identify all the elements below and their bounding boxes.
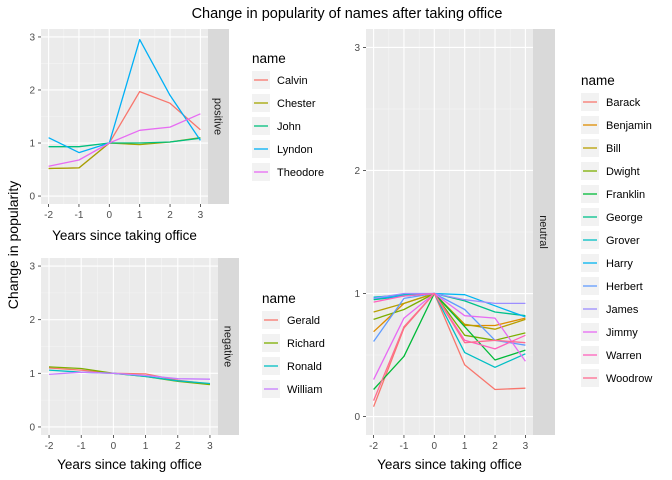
x-tick-label: -1 [400,441,409,452]
legend: name Gerald Richard Ronald William [262,291,325,398]
facet-panel-negative: negative -2 -1 0 1 2 3 0 1 2 3 Years since taking o… [29,258,325,472]
legend-title: name [581,73,615,88]
series-line-dwight [373,292,526,341]
legend-entry-barack: Barack [606,97,641,109]
facet-strip [218,258,239,435]
x-axis-label: Years since taking office [57,457,202,472]
legend-entry-grover: Grover [606,235,640,247]
facet-strip-label: neutral [537,215,549,249]
series-line-franklin [373,292,526,390]
legend-entry-woodrow: Woodrow [606,373,652,385]
x-tick-label: -2 [44,210,53,221]
y-tick-label: 1 [29,369,35,380]
y-tick-label: 0 [354,412,360,423]
facet-strip-label: positive [212,98,224,135]
x-axis-label: Years since taking office [377,457,522,472]
legend-entry-jimmy: Jimmy [606,327,638,339]
x-tick-label: 2 [175,441,181,452]
y-tick-label: 0 [29,192,35,203]
legend-entry-benjamin: Benjamin [606,120,652,132]
y-tick-label: 3 [354,43,360,54]
x-tick-label: 1 [462,441,468,452]
y-tick-label: 1 [29,139,35,150]
x-tick-label: 3 [198,210,204,221]
y-tick-label: 2 [29,85,35,96]
series-line-william [48,371,211,380]
legend-entry-harry: Harry [606,258,633,270]
x-tick-label: 2 [167,210,173,221]
shared-y-axis-label: Change in popularity [5,181,21,309]
y-tick-label: 1 [354,289,360,300]
facet-strip [533,29,555,435]
x-tick-label: -2 [369,441,378,452]
y-tick-label: 0 [29,422,35,433]
legend-title: name [252,51,286,66]
legend-title: name [262,291,296,306]
series-line-theodore [48,113,201,167]
y-tick-label: 3 [29,32,35,43]
facet-strip [208,29,229,204]
series-line-woodrow [372,292,526,401]
series-line-john [48,137,201,148]
x-tick-label: -1 [77,441,86,452]
x-tick-label: 0 [111,441,117,452]
x-tick-label: 3 [207,441,213,452]
x-tick-label: -2 [45,441,54,452]
legend: name Barack Benjamin Bill Dwight Franklin Geor… [581,73,652,387]
legend-entry-franklin: Franklin [606,189,645,201]
series-line-barack [372,292,526,407]
series-lines [48,38,201,170]
legend-entry-dwight: Dwight [606,166,640,178]
legend-entry-theodore: Theodore [277,167,324,179]
series-line-james [373,292,526,305]
x-tick-label: 1 [137,210,143,221]
legend-entry-warren: Warren [606,350,642,362]
y-tick-label: 2 [354,166,360,177]
legend-entry-chester: Chester [277,98,316,110]
y-tick-label: 3 [29,262,35,273]
legend-entry-gerald: Gerald [287,315,320,327]
series-lines [48,366,211,386]
legend-entry-ronald: Ronald [287,361,322,373]
legend-entry-john: John [277,121,301,133]
y-tick-label: 2 [29,315,35,326]
legend-entry-lyndon: Lyndon [277,144,313,156]
legend-entry-james: James [606,304,639,316]
series-lines [372,292,526,407]
legend-entry-george: George [606,212,643,224]
x-tick-label: -1 [75,210,84,221]
legend-entry-william: William [287,384,322,396]
x-tick-label: 3 [523,441,529,452]
facet-strip-label: negative [222,326,234,368]
series-line-grover [373,292,526,368]
legend-entry-calvin: Calvin [277,75,308,87]
legend: name Calvin Chester John Lyndon Theodore [252,51,324,181]
x-axis-label: Years since taking office [52,228,197,243]
legend-entry-bill: Bill [606,143,621,155]
legend-entry-herbert: Herbert [606,281,643,293]
x-tick-label: 1 [143,441,149,452]
chart-title: Change in popularity of names after taki… [192,6,503,22]
legend-entry-richard: Richard [287,338,325,350]
x-tick-label: 0 [107,210,113,221]
series-line-lyndon [48,38,201,154]
x-tick-label: 0 [432,441,438,452]
x-tick-label: 2 [492,441,498,452]
series-line-jimmy [373,292,526,380]
